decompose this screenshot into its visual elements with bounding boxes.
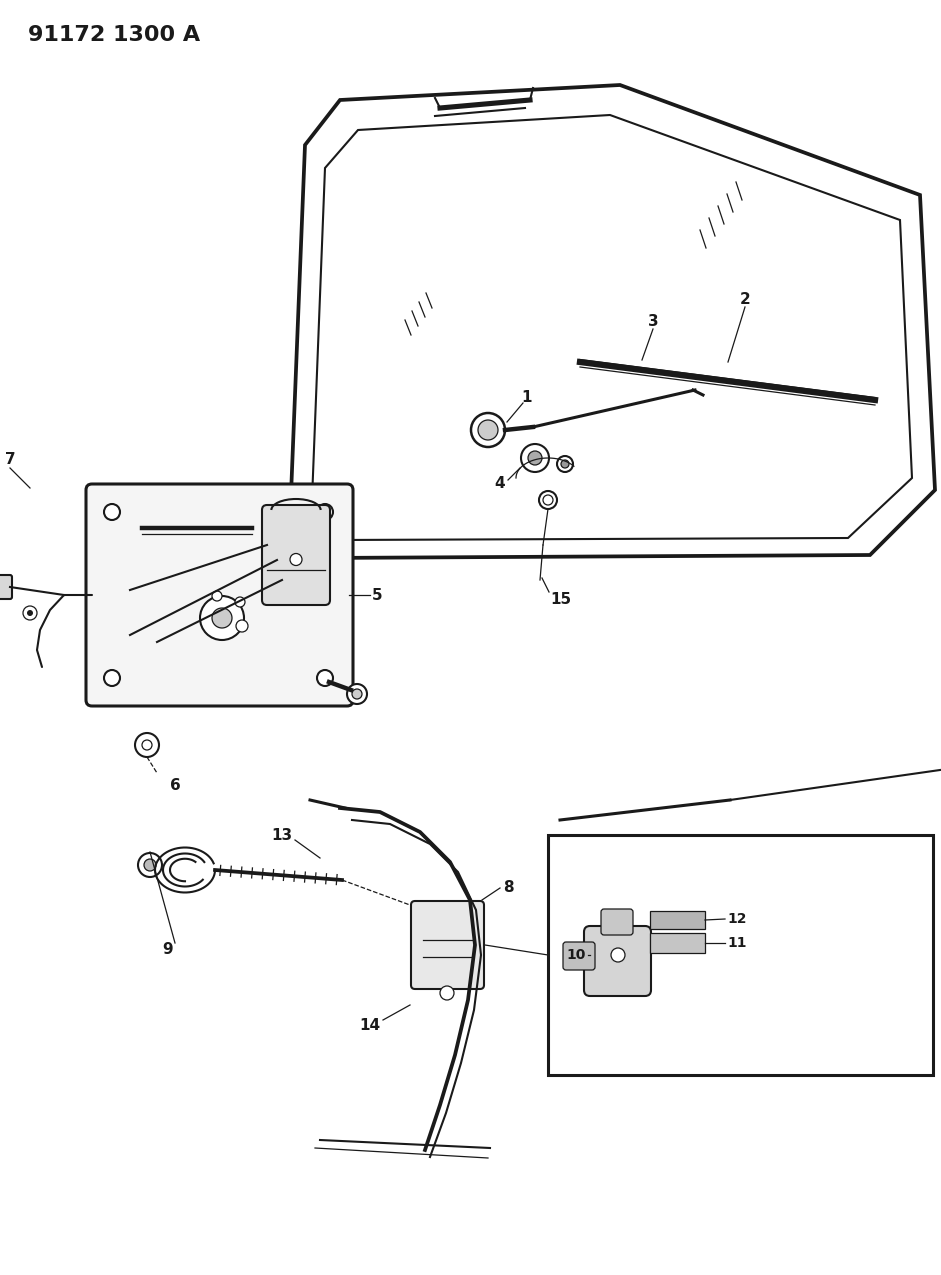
Circle shape: [528, 451, 542, 465]
Text: 10: 10: [566, 949, 585, 963]
Circle shape: [471, 413, 505, 448]
FancyBboxPatch shape: [86, 484, 353, 706]
Text: 7: 7: [5, 453, 15, 468]
Text: 15: 15: [550, 593, 571, 607]
FancyBboxPatch shape: [411, 901, 484, 989]
Circle shape: [478, 419, 498, 440]
FancyBboxPatch shape: [584, 926, 651, 996]
Text: 8: 8: [502, 881, 513, 895]
Circle shape: [290, 553, 302, 566]
Circle shape: [23, 606, 37, 620]
Circle shape: [236, 620, 248, 632]
Text: 11: 11: [727, 936, 746, 950]
FancyBboxPatch shape: [262, 505, 330, 606]
Circle shape: [104, 669, 120, 686]
Circle shape: [212, 608, 232, 629]
FancyBboxPatch shape: [563, 942, 595, 970]
Circle shape: [561, 460, 569, 468]
Circle shape: [611, 949, 625, 963]
Text: 5: 5: [372, 588, 383, 603]
Circle shape: [104, 504, 120, 520]
Text: 91172 1300 A: 91172 1300 A: [28, 26, 200, 45]
Bar: [650, 912, 705, 929]
Circle shape: [27, 609, 33, 616]
Circle shape: [557, 456, 573, 472]
Circle shape: [135, 733, 159, 757]
Circle shape: [347, 683, 367, 704]
Circle shape: [235, 597, 245, 607]
Circle shape: [212, 592, 222, 601]
Circle shape: [352, 688, 362, 699]
Bar: [650, 933, 705, 952]
Circle shape: [317, 669, 333, 686]
Circle shape: [144, 859, 156, 871]
Circle shape: [539, 491, 557, 509]
FancyBboxPatch shape: [0, 575, 12, 599]
FancyBboxPatch shape: [601, 909, 633, 935]
Text: 4: 4: [495, 476, 505, 491]
Text: 1: 1: [521, 390, 533, 405]
Text: 13: 13: [271, 827, 293, 843]
Text: 9: 9: [163, 942, 173, 958]
Circle shape: [200, 595, 244, 640]
Text: 3: 3: [647, 315, 659, 329]
Circle shape: [440, 986, 454, 1000]
Text: 12: 12: [727, 912, 746, 926]
Circle shape: [521, 444, 549, 472]
Circle shape: [138, 853, 162, 877]
Bar: [548, 835, 933, 1075]
Text: 2: 2: [740, 292, 750, 307]
Text: 14: 14: [359, 1017, 380, 1033]
Text: 6: 6: [169, 778, 181, 793]
Circle shape: [317, 504, 333, 520]
